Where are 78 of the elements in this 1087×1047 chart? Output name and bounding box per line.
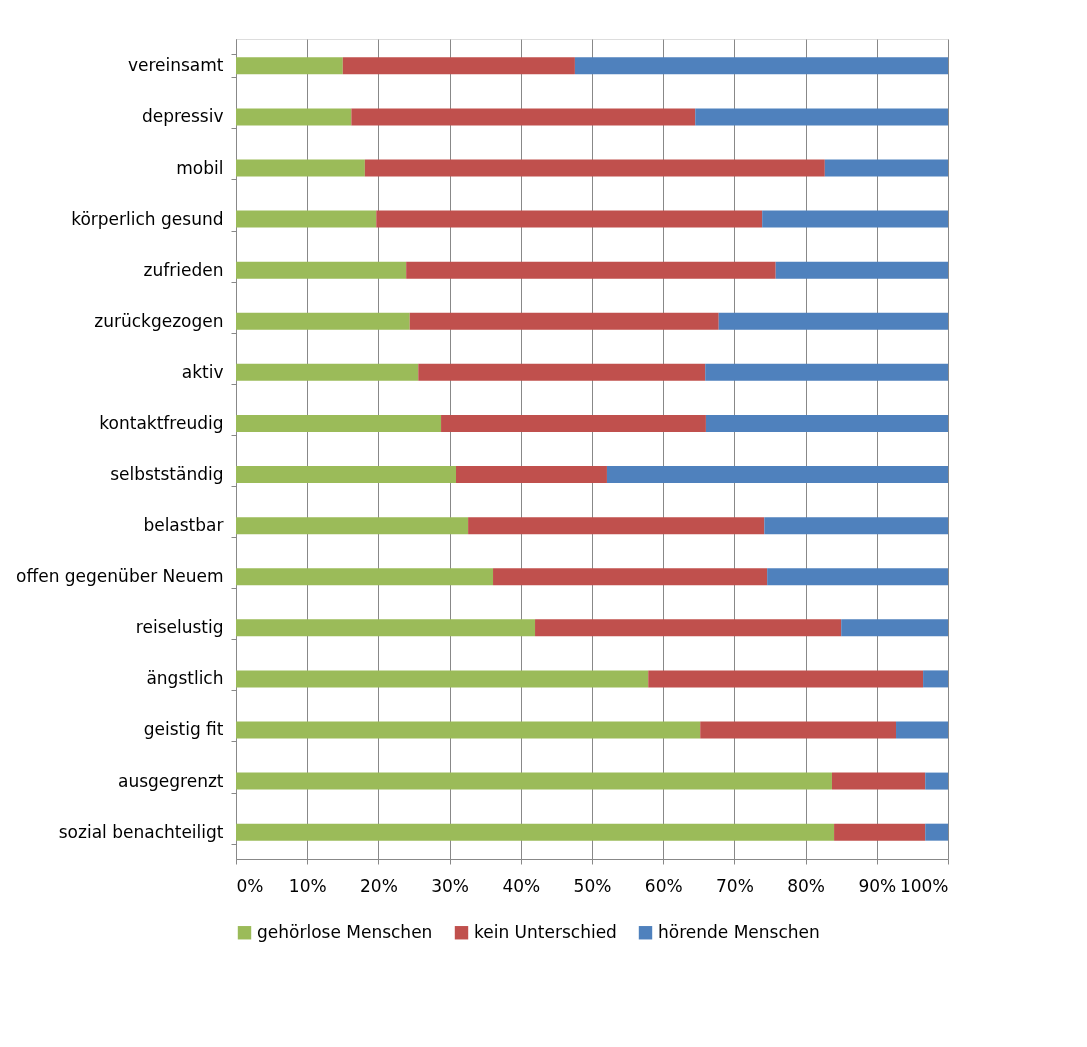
- bar: [705, 414, 948, 432]
- bar: [236, 670, 649, 688]
- bar: [236, 414, 442, 432]
- y-tick-label: geistig fit: [143, 719, 224, 740]
- x-tick-label: 60%: [644, 875, 683, 896]
- bar: [456, 466, 607, 484]
- bar: [574, 57, 948, 75]
- y-tick-label: depressiv: [141, 106, 224, 127]
- bar: [841, 619, 948, 637]
- x-tick-label: 40%: [502, 875, 541, 896]
- bar: [236, 363, 419, 381]
- x-tick-label: 10%: [288, 875, 327, 896]
- bar: [376, 210, 763, 228]
- bar: [705, 363, 948, 381]
- bar: [493, 568, 768, 586]
- x-tick-label: 50%: [573, 875, 612, 896]
- legend-label: gehörlose Menschen: [257, 921, 433, 942]
- bar: [700, 721, 897, 739]
- x-tick-label: 100%: [899, 875, 949, 896]
- bar: [896, 721, 948, 739]
- bar: [236, 108, 352, 126]
- x-tick-label: 30%: [431, 875, 469, 896]
- bar: [409, 312, 719, 330]
- y-tick-label: zurückgezogen: [94, 310, 224, 331]
- x-tick-label: 0%: [236, 875, 264, 896]
- y-tick-label: mobil: [176, 157, 224, 178]
- y-tick-label: belastbar: [143, 515, 224, 536]
- bar: [831, 772, 926, 790]
- y-tick-label: ängstlich: [146, 668, 224, 689]
- bar: [342, 57, 575, 75]
- bar: [236, 721, 701, 739]
- x-tick-label: 90%: [858, 875, 897, 896]
- bar: [925, 772, 948, 790]
- y-tick-label: selbstständig: [110, 464, 224, 485]
- bar: [236, 568, 494, 586]
- y-tick-label: sozial benachteiligt: [58, 821, 224, 842]
- legend-label: hörende Menschen: [658, 921, 820, 942]
- bar: [418, 363, 706, 381]
- y-tick-label: zufrieden: [143, 259, 224, 280]
- bar: [236, 210, 377, 228]
- bar: [236, 261, 407, 279]
- y-tick-label: ausgegrenzt: [117, 770, 224, 791]
- bar: [762, 210, 948, 228]
- bar: [236, 159, 365, 177]
- bar: [834, 823, 926, 841]
- x-tick-label: 80%: [787, 875, 825, 896]
- bar: [236, 619, 536, 637]
- bar: [351, 108, 696, 126]
- legend-label: kein Unterschied: [474, 921, 617, 942]
- bar: [925, 823, 948, 841]
- bar: [236, 823, 835, 841]
- x-tick-label: 20%: [360, 875, 398, 896]
- bar: [764, 517, 948, 535]
- bar: [535, 619, 842, 637]
- y-tick-label: reiselustig: [135, 617, 224, 638]
- bar: [236, 772, 832, 790]
- bar: [406, 261, 776, 279]
- bar: [468, 517, 765, 535]
- bar: [767, 568, 948, 586]
- bar: [364, 159, 825, 177]
- bar: [923, 670, 948, 688]
- y-tick-label: aktiv: [181, 361, 224, 382]
- bar: [236, 312, 410, 330]
- bar: [824, 159, 948, 177]
- bar: [695, 108, 948, 126]
- bar: [236, 466, 457, 484]
- y-tick-label: kontaktfreudig: [99, 412, 224, 433]
- x-tick-label: 70%: [716, 875, 754, 896]
- bar: [648, 670, 924, 688]
- bar: [606, 466, 948, 484]
- y-tick-label: vereinsamt: [127, 55, 224, 76]
- bar: [718, 312, 948, 330]
- bar: [775, 261, 948, 279]
- bar: [236, 517, 469, 535]
- y-tick-label: offen gegenüber Neuem: [16, 566, 224, 587]
- y-tick-label: körperlich gesund: [71, 208, 224, 229]
- bar: [236, 57, 343, 75]
- bar: [441, 414, 706, 432]
